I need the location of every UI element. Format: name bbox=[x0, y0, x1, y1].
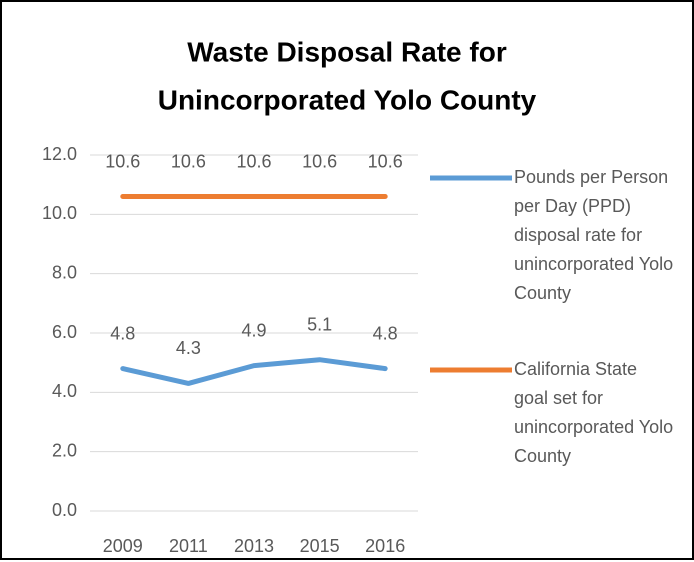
data-label: 5.1 bbox=[307, 314, 332, 334]
data-label: 4.3 bbox=[176, 338, 201, 358]
series-line bbox=[120, 357, 388, 386]
data-label: 10.6 bbox=[368, 151, 403, 171]
data-label: 4.8 bbox=[373, 323, 398, 343]
y-tick-label: 8.0 bbox=[52, 262, 77, 282]
chart-title: Unincorporated Yolo County bbox=[158, 84, 537, 115]
y-tick-label: 12.0 bbox=[42, 144, 77, 164]
data-label: 4.9 bbox=[241, 320, 266, 340]
y-tick-label: 10.0 bbox=[42, 203, 77, 223]
y-tick-label: 6.0 bbox=[52, 322, 77, 342]
legend-label: Pounds per Person per Day (PPD) disposal… bbox=[514, 167, 674, 303]
y-tick-label: 0.0 bbox=[52, 500, 77, 520]
y-tick-label: 4.0 bbox=[52, 381, 77, 401]
x-tick-label: 2015 bbox=[300, 536, 340, 556]
data-label: 10.6 bbox=[105, 151, 140, 171]
data-label: 10.6 bbox=[236, 151, 271, 171]
chart-title: Waste Disposal Rate for bbox=[187, 36, 507, 67]
x-tick-label: 2011 bbox=[169, 536, 208, 556]
x-tick-label: 2009 bbox=[103, 536, 143, 556]
y-tick-label: 2.0 bbox=[52, 440, 77, 460]
x-tick-label: 2013 bbox=[234, 536, 274, 556]
data-label: 4.8 bbox=[110, 323, 135, 343]
data-label: 10.6 bbox=[302, 151, 337, 171]
legend-label: California State goal set for unincorpor… bbox=[514, 359, 674, 466]
x-tick-label: 2016 bbox=[365, 536, 405, 556]
data-label: 10.6 bbox=[171, 151, 206, 171]
